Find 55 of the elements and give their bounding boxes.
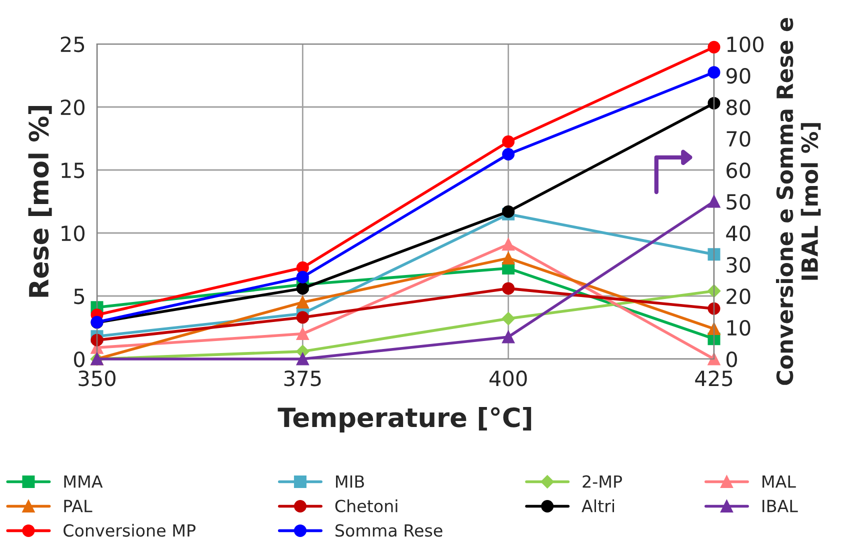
x-tick-label: 425 bbox=[695, 370, 732, 386]
point bbox=[502, 135, 515, 148]
y-tick-label: 20 bbox=[60, 99, 85, 116]
point bbox=[502, 252, 515, 264]
legend-label: MIB bbox=[336, 475, 364, 488]
y2-tick-label: 40 bbox=[726, 225, 750, 242]
legend-label: MAL bbox=[762, 475, 796, 488]
point bbox=[296, 352, 309, 366]
legend-label: MMA bbox=[64, 475, 103, 488]
x-axis-title: Temperature [°C] bbox=[278, 406, 532, 432]
point bbox=[296, 270, 309, 284]
point bbox=[708, 322, 720, 336]
y2-tick-label: 50 bbox=[726, 194, 750, 210]
point bbox=[502, 238, 515, 251]
legend-label: Somma Rese bbox=[336, 524, 442, 537]
point bbox=[296, 311, 309, 324]
point bbox=[708, 66, 720, 79]
point bbox=[708, 352, 720, 366]
y2-tick-label: 20 bbox=[726, 288, 750, 304]
point bbox=[708, 195, 720, 208]
y2-tick-label: 10 bbox=[727, 320, 750, 336]
point bbox=[708, 96, 720, 110]
x-tick-label: 400 bbox=[489, 370, 527, 386]
y2-axis-title: Conversione e Somma Rese e IBAL [mol %] bbox=[776, 18, 821, 385]
y2-tick-label: 30 bbox=[726, 256, 750, 273]
legend-label: PAL bbox=[64, 500, 92, 512]
point bbox=[502, 330, 515, 344]
x-tick-label: 350 bbox=[78, 370, 116, 386]
legend-label: 2-MP bbox=[582, 475, 622, 488]
point bbox=[708, 248, 720, 261]
y2-tick-label: 70 bbox=[726, 130, 750, 147]
point bbox=[296, 282, 309, 295]
y-tick-label: 10 bbox=[62, 225, 85, 242]
x-tick-label: 375 bbox=[284, 370, 321, 386]
y2-tick-label: 60 bbox=[726, 162, 750, 178]
point bbox=[502, 312, 515, 326]
y2-tick-label: 100 bbox=[727, 36, 764, 52]
y-tick-label: 25 bbox=[60, 36, 84, 52]
legend-label: Conversione MP bbox=[64, 524, 196, 537]
y-axis-title: Rese [mol %] bbox=[28, 106, 52, 297]
point bbox=[502, 282, 515, 295]
legend-label: Chetoni bbox=[335, 499, 398, 512]
legend-label: IBAL bbox=[762, 500, 798, 512]
point bbox=[502, 205, 515, 218]
y2-tick-label: 90 bbox=[726, 68, 750, 84]
legend-label: Altri bbox=[582, 499, 614, 512]
y2-tick-label: 0 bbox=[726, 351, 737, 368]
point bbox=[708, 40, 720, 54]
y-tick-label: 5 bbox=[74, 288, 84, 304]
point bbox=[296, 328, 309, 340]
point bbox=[502, 148, 515, 160]
y2-tick-label: 80 bbox=[726, 99, 750, 116]
y-tick-label: 0 bbox=[74, 351, 85, 368]
point bbox=[296, 296, 309, 309]
y-tick-label: 15 bbox=[62, 162, 84, 178]
